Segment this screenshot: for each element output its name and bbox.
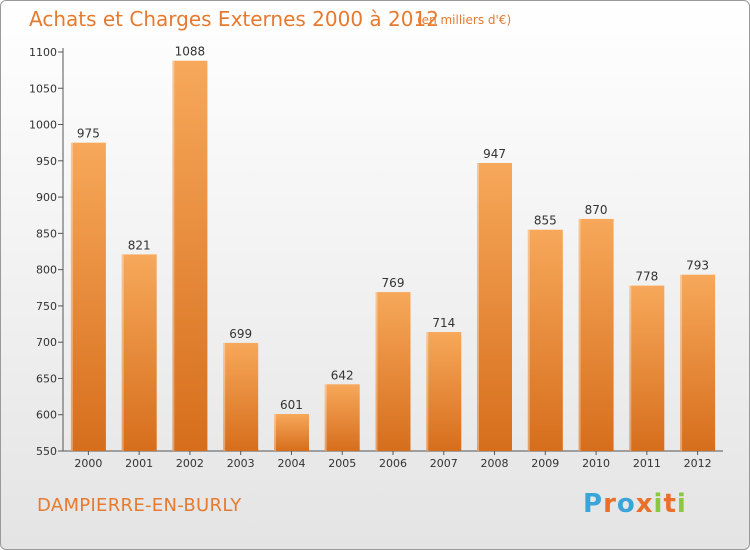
x-tick-label-2004: 2004 bbox=[277, 457, 305, 470]
x-tick-label-2010: 2010 bbox=[582, 457, 610, 470]
value-label-2000: 975 bbox=[77, 127, 100, 141]
chart-bars bbox=[70, 60, 716, 451]
value-label-2002: 1088 bbox=[175, 45, 206, 59]
logo-letter: o bbox=[616, 489, 636, 519]
x-tick-label-2003: 2003 bbox=[227, 457, 255, 470]
y-tick-label: 800 bbox=[36, 264, 57, 277]
value-label-2011: 778 bbox=[635, 270, 658, 284]
value-label-2012: 793 bbox=[686, 259, 709, 273]
y-tick-label: 1000 bbox=[29, 119, 57, 132]
bar-highlight-2001 bbox=[121, 254, 124, 451]
x-tick-label-2008: 2008 bbox=[481, 457, 509, 470]
x-tick-label-2002: 2002 bbox=[176, 457, 204, 470]
logo-letter: r bbox=[603, 489, 617, 519]
chart-title: Achats et Charges Externes 2000 à 2012 bbox=[29, 7, 439, 31]
value-label-2008: 947 bbox=[483, 147, 506, 161]
y-tick-label: 1050 bbox=[29, 82, 57, 95]
bar-highlight-2007 bbox=[426, 332, 429, 451]
y-tick-label: 550 bbox=[36, 445, 57, 458]
logo-letter: i bbox=[676, 489, 687, 519]
bar-highlight-2011 bbox=[629, 285, 632, 451]
bar-highlight-2010 bbox=[578, 218, 581, 451]
x-tick-label-2009: 2009 bbox=[531, 457, 559, 470]
bar-highlight-2006 bbox=[375, 292, 378, 451]
logo-letter: P bbox=[583, 489, 604, 519]
x-tick-label-2007: 2007 bbox=[430, 457, 458, 470]
bar-2006 bbox=[375, 292, 411, 451]
bar-2002 bbox=[172, 60, 208, 451]
chart-value-labels: 975 821 1088 699 601 642 769 714 947 855 870 778 793 bbox=[77, 45, 709, 412]
value-label-2001: 821 bbox=[128, 238, 151, 252]
logo-letter: t bbox=[663, 489, 677, 519]
bar-highlight-2012 bbox=[680, 274, 683, 451]
bar-highlight-2005 bbox=[324, 384, 327, 451]
bar-2008 bbox=[477, 163, 512, 451]
value-label-2010: 870 bbox=[585, 203, 608, 217]
bar-highlight-2008 bbox=[477, 163, 479, 451]
y-tick-label: 750 bbox=[36, 300, 57, 313]
bar-highlight-2009 bbox=[527, 229, 530, 451]
y-tick-label: 850 bbox=[36, 227, 57, 240]
commune-name: DAMPIERRE-EN-BURLY bbox=[37, 495, 242, 516]
bar-2011 bbox=[629, 285, 665, 451]
bar-2005 bbox=[324, 384, 360, 451]
logo-letter: i bbox=[653, 489, 664, 519]
value-label-2005: 642 bbox=[331, 368, 354, 382]
bar-highlight-2002 bbox=[172, 60, 175, 451]
logo-letter: x bbox=[635, 489, 654, 519]
value-label-2009: 855 bbox=[534, 214, 557, 228]
bar-2003 bbox=[223, 342, 259, 451]
bar-highlight-2000 bbox=[70, 142, 73, 451]
bar-highlight-2003 bbox=[223, 342, 226, 451]
bar-2000 bbox=[70, 142, 106, 451]
x-tick-label-2005: 2005 bbox=[328, 457, 356, 470]
y-tick-label: 650 bbox=[36, 372, 57, 385]
bar-2004 bbox=[274, 414, 309, 451]
x-tick-label-2000: 2000 bbox=[74, 457, 102, 470]
value-label-2004: 601 bbox=[280, 398, 303, 412]
x-tick-label-2012: 2012 bbox=[684, 457, 712, 470]
proxiti-logo: Proxiti bbox=[583, 489, 687, 519]
y-tick-label: 600 bbox=[36, 409, 57, 422]
x-tick-label-2011: 2011 bbox=[633, 457, 661, 470]
bar-highlight-2004 bbox=[274, 414, 276, 451]
chart-axes: 550 600 650 700 750 800 850 900 950 1000 1050 1100 2… bbox=[29, 46, 723, 470]
x-tick-label-2006: 2006 bbox=[379, 457, 407, 470]
bar-2001 bbox=[121, 254, 157, 451]
bar-2009 bbox=[527, 229, 563, 451]
y-tick-label: 700 bbox=[36, 336, 57, 349]
value-label-2003: 699 bbox=[229, 327, 252, 341]
bar-2010 bbox=[578, 218, 614, 451]
bar-2012 bbox=[680, 274, 716, 451]
chart-unit: (en milliers d'€) bbox=[417, 13, 512, 27]
y-tick-label: 950 bbox=[36, 155, 57, 168]
x-tick-label-2001: 2001 bbox=[125, 457, 153, 470]
value-label-2006: 769 bbox=[382, 276, 405, 290]
value-label-2007: 714 bbox=[432, 316, 455, 330]
bar-2007 bbox=[426, 332, 462, 451]
y-tick-label: 900 bbox=[36, 191, 57, 204]
y-tick-label: 1100 bbox=[29, 46, 57, 59]
